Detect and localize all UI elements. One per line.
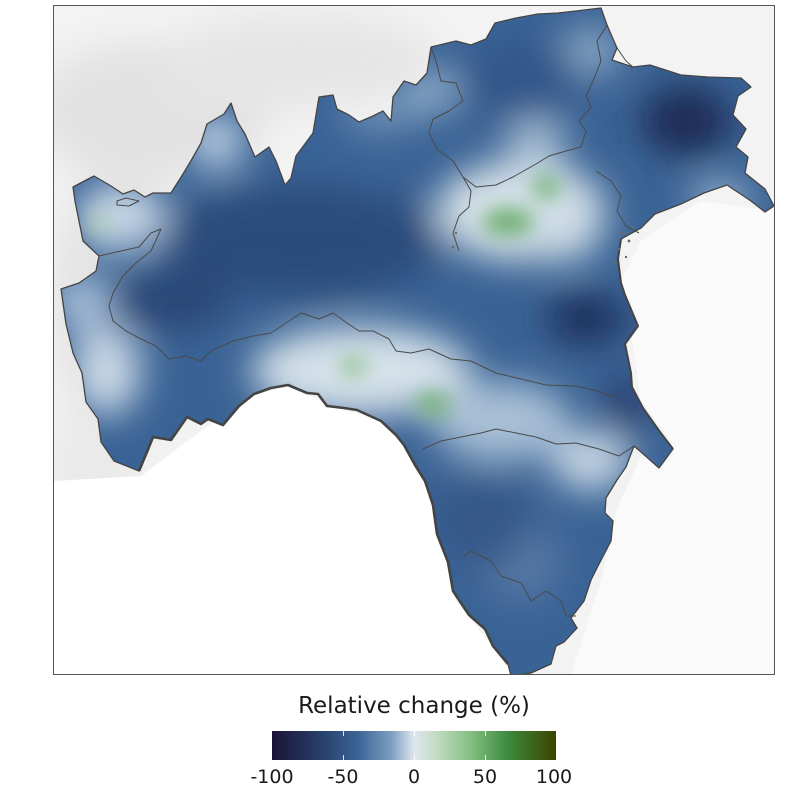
map-panel xyxy=(53,5,775,675)
legend-title: Relative change (%) xyxy=(298,693,530,719)
coastline xyxy=(137,383,509,665)
colorbar-tick-bottom xyxy=(485,755,486,760)
map-svg xyxy=(54,6,774,674)
tyrrhenian-sea xyxy=(54,386,511,674)
positive-change-spots xyxy=(89,175,560,416)
boundary-small-enclave xyxy=(116,197,140,207)
colorbar-tick-top xyxy=(414,731,415,736)
boundary-trentino xyxy=(428,24,608,188)
colorbar-tick-label: 50 xyxy=(472,766,498,788)
boundary-lombardy-veneto xyxy=(452,176,472,252)
colorbar-tick-label: -100 xyxy=(250,766,294,788)
boundary-tuscany-inner xyxy=(462,550,576,617)
colorbar-tick-label: 0 xyxy=(407,766,421,788)
boundary-piedmont-lombardy-emilia xyxy=(98,228,622,398)
legend: Relative change (%) -100 -50 0 50 100 xyxy=(0,690,800,800)
adriatic-coastline xyxy=(617,238,674,450)
boundary-emilia-tuscany xyxy=(422,428,635,457)
colorbar-tick-top xyxy=(343,731,344,736)
boundary-friuli xyxy=(616,47,634,68)
colorbar-tick-bottom xyxy=(414,755,415,760)
boundary-veneto-friuli xyxy=(595,170,640,234)
internal-boundaries xyxy=(98,24,640,617)
colorbar-tick-label: 100 xyxy=(535,766,573,788)
adriatic-sea xyxy=(571,201,774,674)
colorbar-tick-bottom xyxy=(343,755,344,760)
colorbar-tick-top xyxy=(485,731,486,736)
venice-lagoon-islands xyxy=(451,139,635,265)
colorbar-tick-label: -50 xyxy=(327,766,359,788)
